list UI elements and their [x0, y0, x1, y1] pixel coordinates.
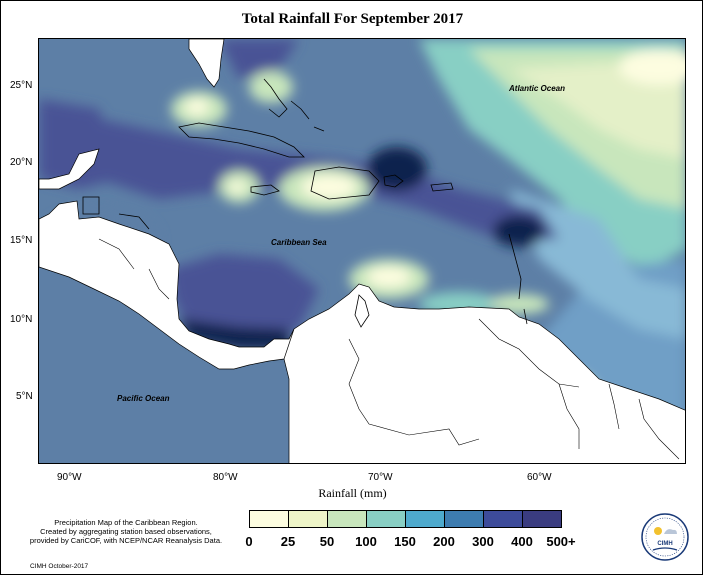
central-america-land: [39, 200, 295, 370]
legend-swatch: [483, 510, 523, 528]
lon-label-60: 60°W: [527, 472, 552, 483]
legend-tick-label: 400: [511, 534, 533, 549]
cloud-icon: [664, 529, 677, 534]
legend-swatch: [327, 510, 367, 528]
jamaica-outline: [250, 184, 280, 196]
legend-tick-label: 25: [280, 534, 296, 549]
south-america-land: [283, 283, 685, 463]
lake-maracaibo-outline: [354, 294, 370, 328]
legend-swatch: [522, 510, 562, 528]
label-atlantic: Atlantic Ocean: [508, 84, 565, 93]
honduras-coast-outline: [118, 213, 150, 230]
map-title: Total Rainfall For September 2017: [241, 11, 464, 27]
legend-tick-label: 300: [472, 534, 494, 549]
legend-tick-label: 500+: [546, 534, 576, 549]
land-areas: [39, 39, 685, 463]
bahamas-outline: [263, 78, 288, 118]
belize-box-outline: [82, 196, 100, 215]
legend-tick-label: 100: [355, 534, 377, 549]
central-america-borders: [98, 238, 170, 300]
legend-swatch: [249, 510, 289, 528]
lon-label-70: 70°W: [368, 472, 393, 483]
legend-swatch: [444, 510, 484, 528]
label-pacific: Pacific Ocean: [117, 394, 170, 403]
guiana-brazil-border: [638, 398, 680, 460]
venezuela-guyana-border: [478, 318, 580, 388]
sun-icon: [654, 527, 662, 535]
legend-swatch: [366, 510, 406, 528]
puerto-rico-outline: [430, 182, 454, 192]
guyana-suriname-border: [558, 383, 580, 449]
dr-east-outline: [383, 174, 404, 188]
cimh-logo: CIMH: [641, 513, 689, 561]
hispaniola-outline: [310, 166, 380, 200]
lat-label-25: 25°N: [10, 80, 33, 91]
lat-label-15: 15°N: [10, 235, 33, 246]
legend-tick-label: 50: [319, 534, 335, 549]
svg-text:CIMH: CIMH: [657, 541, 672, 547]
lat-label-10: 10°N: [10, 314, 33, 325]
rainfall-map-svg: Atlantic Ocean Caribbean Sea Pacific Oce…: [39, 39, 685, 463]
bahamas-east-outline: [290, 100, 325, 132]
suriname-guiana-border: [608, 383, 620, 430]
caribbean-islands: [82, 78, 528, 328]
lon-label-90: 90°W: [57, 472, 82, 483]
note-line-3: provided by CariCOF, with NCEP/NCAR Rean…: [29, 536, 223, 545]
legend-tick-label: 150: [394, 534, 416, 549]
yucatan-land: [39, 148, 100, 190]
country-borders: [98, 238, 680, 460]
lon-label-80: 80°W: [213, 472, 238, 483]
cuba-outline: [178, 122, 305, 158]
lat-label-20: 20°N: [10, 157, 33, 168]
note-line-1: Precipitation Map of the Caribbean Regio…: [54, 518, 198, 527]
legend-swatch: [288, 510, 328, 528]
lesser-antilles-outline: [508, 233, 528, 325]
map-description: Precipitation Map of the Caribbean Regio…: [16, 518, 236, 545]
legend-tick-label: 0: [245, 534, 253, 549]
colombia-venezuela-border: [348, 338, 480, 446]
note-line-2: Created by aggregating station based obs…: [40, 527, 212, 536]
legend-tick-label: 200: [433, 534, 455, 549]
legend-swatch: [405, 510, 445, 528]
lat-label-5: 5°N: [16, 391, 33, 402]
credit-text: CIMH October-2017: [30, 563, 89, 570]
florida-land: [188, 39, 225, 88]
rainfall-map: Atlantic Ocean Caribbean Sea Pacific Oce…: [38, 38, 686, 464]
colorbar-title: Rainfall (mm): [318, 486, 387, 500]
label-caribbean: Caribbean Sea: [271, 238, 327, 247]
